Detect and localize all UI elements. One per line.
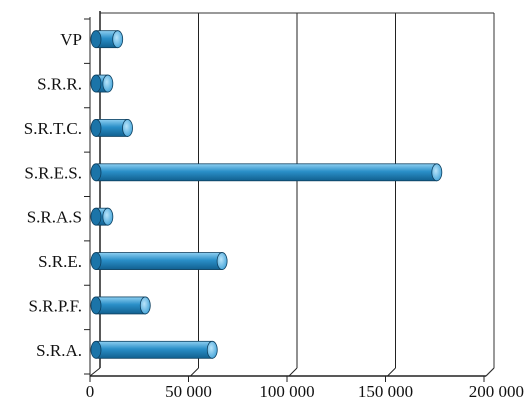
- bar-base: [90, 340, 102, 359]
- bar-2: [90, 119, 133, 137]
- category-label: S.R.A.S: [27, 208, 82, 227]
- bar-base: [90, 163, 102, 182]
- bar-6: [90, 296, 151, 315]
- gridline-floor-1: [190, 367, 199, 377]
- bar-7: [90, 340, 218, 359]
- x-tick-label: 200 000: [469, 382, 524, 401]
- category-label: S.R.E.: [38, 252, 82, 271]
- bar-cap: [431, 163, 443, 182]
- category-label: S.R.P.F.: [29, 296, 82, 315]
- x-tick-label: 50 000: [165, 382, 212, 401]
- x-tick-label: 150 000: [358, 382, 413, 401]
- category-label: VP: [60, 30, 82, 49]
- bar-cap: [102, 74, 114, 93]
- bar-body: [95, 163, 438, 182]
- bar-base: [90, 252, 102, 270]
- bar-base: [90, 74, 102, 93]
- category-label: S.R.T.C.: [24, 119, 82, 138]
- bar-cap: [216, 252, 228, 270]
- axis-corner-edge: [89, 367, 101, 377]
- bar-1: [90, 74, 114, 93]
- gridline-floor-3: [387, 367, 396, 377]
- bar-base: [90, 119, 102, 137]
- bar-cap: [206, 340, 218, 359]
- category-labels: VP S.R.R. S.R.T.C. S.R.E.S. S.R.A.S S.R.E. S.R…: [24, 30, 82, 360]
- category-label: S.R.A.: [36, 341, 82, 360]
- bar-5: [90, 252, 228, 270]
- bar-cap: [102, 207, 114, 226]
- bar-body: [95, 252, 223, 270]
- bar-base: [90, 30, 102, 49]
- bar-cap: [112, 30, 124, 49]
- bar-3: [90, 163, 443, 182]
- bar-4: [90, 207, 114, 226]
- bar-body: [95, 340, 213, 359]
- category-label: S.R.E.S.: [24, 163, 82, 182]
- bar-cap: [122, 119, 133, 137]
- bar-cap: [139, 296, 151, 315]
- bars: [90, 30, 443, 359]
- bar-base: [90, 207, 102, 226]
- plot-corner-edge: [485, 367, 495, 377]
- gridline-floor-2: [288, 367, 298, 377]
- bar-body: [95, 296, 146, 315]
- category-label: S.R.R.: [37, 75, 82, 94]
- bar-base: [90, 296, 102, 315]
- x-tick-label: 0: [86, 382, 95, 401]
- x-tick-labels: 0 50 000 100 000 150 000 200 000: [86, 382, 524, 401]
- bar-0: [90, 30, 124, 49]
- x-tick-label: 100 000: [259, 382, 314, 401]
